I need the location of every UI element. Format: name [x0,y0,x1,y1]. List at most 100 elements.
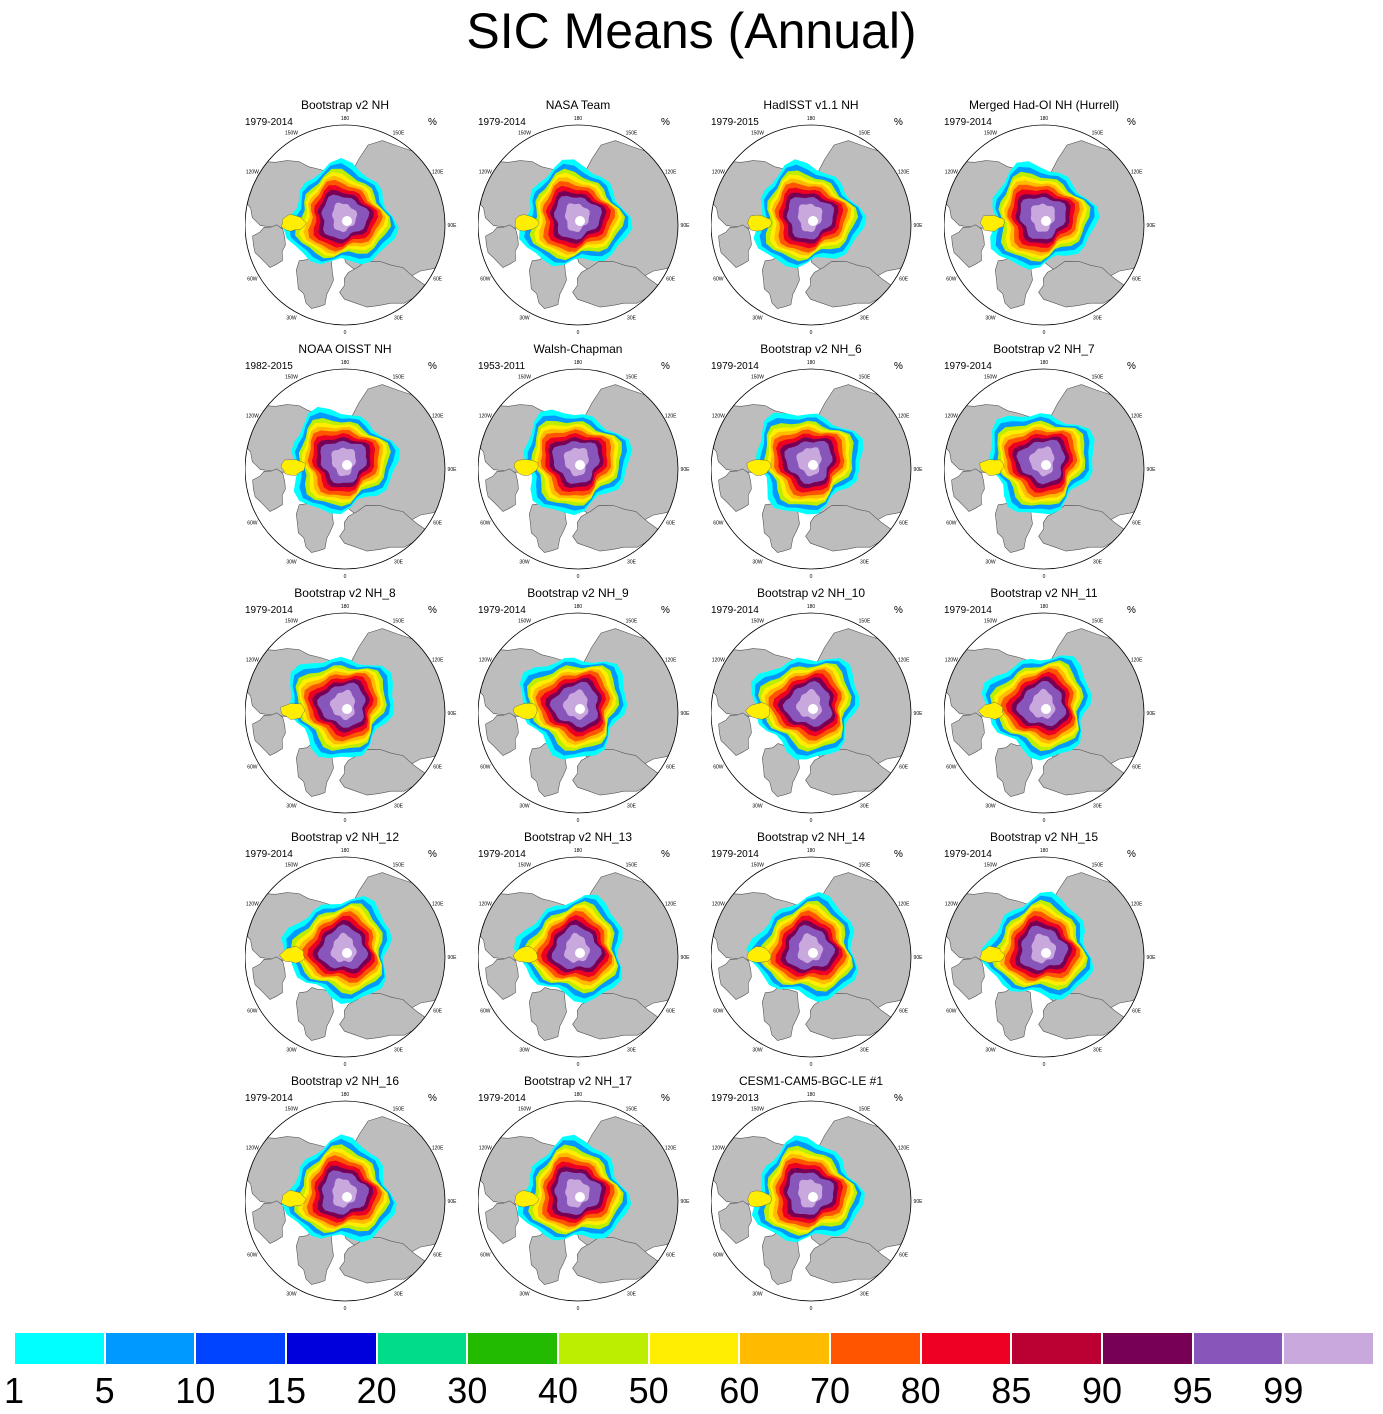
longitude-label: 150W [285,862,298,868]
panel-title: Bootstrap v2 NH [300,98,390,112]
land-mass [805,748,892,796]
longitude-label: 150W [751,1106,764,1112]
longitude-label: 60W [247,765,258,771]
colorbar-swatch [1102,1332,1193,1365]
panel-years: 1982-2015 [245,361,293,372]
land-mass [485,468,519,512]
longitude-label: 30W [519,1048,530,1054]
land-mass [485,1200,519,1244]
map-border [478,124,679,326]
map-border [245,124,446,326]
longitude-label: 90E [914,711,924,717]
longitude-label: 120W [246,170,259,176]
panel-years: 1979-2014 [711,605,759,616]
longitude-label: 0 [344,1062,347,1068]
land-mass [761,987,800,1041]
panel-years: 1953-2011 [478,361,526,372]
hudson-bay-ice [747,1190,773,1208]
longitude-label: 90E [1147,711,1157,717]
pole-hole [1041,704,1051,714]
hudson-bay-ice [979,459,1005,476]
longitude-label: 150W [518,618,531,624]
longitude-label: 30E [1093,804,1103,810]
longitude-label: 0 [810,574,813,580]
longitude-label: 0 [1043,818,1046,824]
longitude-label: 30E [1093,1048,1103,1054]
hudson-bay-ice [979,215,1005,232]
panel-years: 1979-2014 [478,117,526,128]
longitude-label: 30E [394,1048,404,1054]
colorbar-label: 95 [1172,1370,1213,1411]
polar-map: 180150E120E90E60E30E030W60W90W120W150W [944,360,1156,580]
colorbar-swatch [376,1332,468,1365]
polar-map: 180150E120E90E60E30E030W60W90W120W150W [245,848,457,1068]
map-panel: Bootstrap v2 NH_17 1979-2014% 180 150E 120E 9… [478,1074,718,1314]
longitude-label: 30W [985,316,996,322]
longitude-label: 90E [681,955,691,961]
map-panel: Bootstrap v2 NH_16 1979-2014% 180 150E 120E 9… [245,1074,485,1314]
longitude-label: 30W [519,1292,530,1298]
longitude-label: 150W [518,862,531,868]
land-mass [572,992,659,1040]
longitude-label: 180 [341,360,350,366]
panel-years: 1979-2014 [944,605,992,616]
longitude-label: 30E [1093,316,1103,322]
map-panel: Bootstrap v2 NH_11 1979-2014% 180 150E 120E 9… [944,586,1184,826]
longitude-label: 180 [807,604,816,610]
map-border [711,856,912,1058]
panel-title: Bootstrap v2 NH_6 [760,342,862,356]
longitude-label: 30E [394,1292,404,1298]
longitude-label: 30E [627,316,637,322]
panel-years: 1979-2014 [245,849,293,860]
land-mass [718,1200,752,1244]
colorbar-label: 80 [900,1370,941,1411]
panel-years: 1979-2014 [245,605,293,616]
hudson-bay-ice [513,459,539,476]
longitude-label: 150W [285,618,298,624]
longitude-label: 150W [984,618,997,624]
land-mass [295,987,334,1041]
panel-title: Bootstrap v2 NH_10 [756,586,866,600]
longitude-label: 30E [394,560,404,566]
longitude-label: 0 [1043,574,1046,580]
panel-years: 1979-2014 [711,361,759,372]
colorbar-label: 20 [356,1370,397,1411]
longitude-label: 0 [810,1062,813,1068]
longitude-label: 60E [1132,521,1142,527]
pole-hole [342,704,352,714]
land-mass [339,992,426,1040]
pole-hole [575,704,585,714]
longitude-label: 120E [898,658,910,664]
pole-hole [808,1192,818,1202]
colorbar-swatch [14,1332,105,1365]
polar-map: 180150E120E90E60E30E030W60W90W120W150W [478,116,690,336]
colorbar-label: 99 [1263,1370,1304,1411]
panel-years: 1979-2014 [245,117,293,128]
longitude-label: 150W [751,130,764,136]
longitude-label: 150E [393,130,405,136]
panel-title: Bootstrap v2 NH_14 [756,830,866,844]
panel-units: % [661,117,670,128]
colorbar-label: 1 [3,1370,25,1411]
panel-title: Bootstrap v2 NH_16 [290,1074,400,1088]
longitude-label: 0 [577,1062,580,1068]
longitude-label: 120W [479,902,492,908]
longitude-label: 0 [344,818,347,824]
map-border [478,856,679,1058]
longitude-label: 90E [448,1199,458,1205]
hudson-bay-ice [512,702,538,720]
longitude-label: 0 [1043,1062,1046,1068]
hudson-bay-ice [513,946,539,963]
longitude-label: 30W [286,1048,297,1054]
map-border [478,1100,679,1302]
map-border [711,1100,912,1302]
longitude-label: 150E [1092,130,1104,136]
pole-hole [575,1192,585,1202]
longitude-label: 90E [914,955,924,961]
colorbar-swatch [195,1332,286,1365]
longitude-label: 120W [712,658,725,664]
longitude-label: 180 [807,116,816,122]
longitude-label: 150E [626,618,638,624]
longitude-label: 90E [681,1199,691,1205]
colorbar-label: 15 [265,1370,307,1411]
